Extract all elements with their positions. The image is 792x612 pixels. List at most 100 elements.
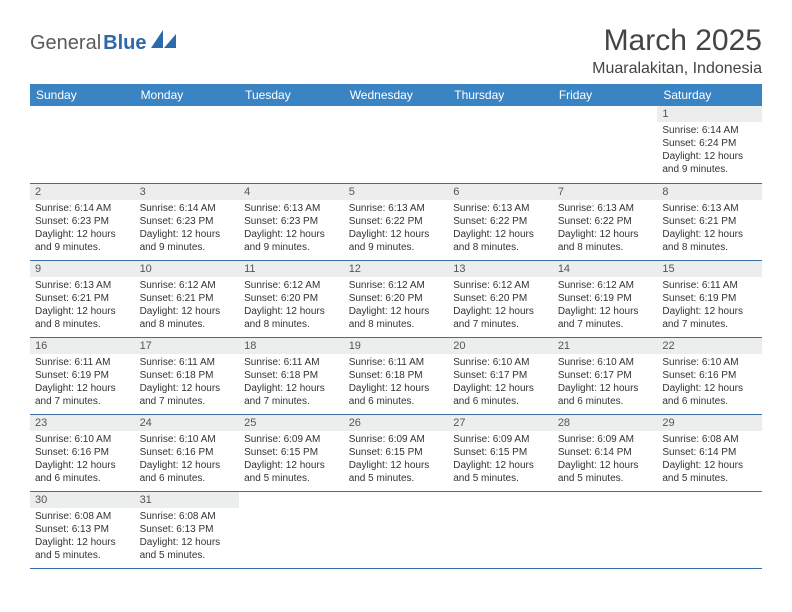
calendar-empty-cell: [553, 491, 658, 568]
day-details: Sunrise: 6:13 AMSunset: 6:21 PMDaylight:…: [30, 277, 135, 334]
calendar-day-cell: 6Sunrise: 6:13 AMSunset: 6:22 PMDaylight…: [448, 183, 553, 260]
day-number: 21: [553, 338, 658, 354]
day-details: Sunrise: 6:09 AMSunset: 6:14 PMDaylight:…: [553, 431, 658, 488]
day-details: Sunrise: 6:10 AMSunset: 6:16 PMDaylight:…: [135, 431, 240, 488]
day-number: 28: [553, 415, 658, 431]
day-number: 22: [657, 338, 762, 354]
day-details: Sunrise: 6:14 AMSunset: 6:23 PMDaylight:…: [30, 200, 135, 257]
calendar-day-cell: 13Sunrise: 6:12 AMSunset: 6:20 PMDayligh…: [448, 260, 553, 337]
day-number: 11: [239, 261, 344, 277]
calendar-week-row: 30Sunrise: 6:08 AMSunset: 6:13 PMDayligh…: [30, 491, 762, 568]
calendar-empty-cell: [135, 106, 240, 183]
day-number: 6: [448, 184, 553, 200]
day-details: Sunrise: 6:10 AMSunset: 6:17 PMDaylight:…: [448, 354, 553, 411]
calendar-empty-cell: [344, 491, 449, 568]
day-details: Sunrise: 6:10 AMSunset: 6:17 PMDaylight:…: [553, 354, 658, 411]
calendar-empty-cell: [553, 106, 658, 183]
calendar-empty-cell: [448, 106, 553, 183]
day-details: Sunrise: 6:08 AMSunset: 6:13 PMDaylight:…: [135, 508, 240, 565]
day-number: 19: [344, 338, 449, 354]
calendar-day-cell: 24Sunrise: 6:10 AMSunset: 6:16 PMDayligh…: [135, 414, 240, 491]
day-number: 8: [657, 184, 762, 200]
calendar-day-cell: 2Sunrise: 6:14 AMSunset: 6:23 PMDaylight…: [30, 183, 135, 260]
calendar-day-cell: 7Sunrise: 6:13 AMSunset: 6:22 PMDaylight…: [553, 183, 658, 260]
calendar-week-row: 16Sunrise: 6:11 AMSunset: 6:19 PMDayligh…: [30, 337, 762, 414]
day-number: 7: [553, 184, 658, 200]
day-details: Sunrise: 6:09 AMSunset: 6:15 PMDaylight:…: [448, 431, 553, 488]
calendar-day-cell: 12Sunrise: 6:12 AMSunset: 6:20 PMDayligh…: [344, 260, 449, 337]
calendar-header-row: SundayMondayTuesdayWednesdayThursdayFrid…: [30, 84, 762, 106]
calendar-day-cell: 23Sunrise: 6:10 AMSunset: 6:16 PMDayligh…: [30, 414, 135, 491]
sail-icon: [151, 30, 177, 48]
calendar-day-cell: 9Sunrise: 6:13 AMSunset: 6:21 PMDaylight…: [30, 260, 135, 337]
day-details: Sunrise: 6:11 AMSunset: 6:19 PMDaylight:…: [30, 354, 135, 411]
day-number: 15: [657, 261, 762, 277]
weekday-header: Tuesday: [239, 84, 344, 106]
brand-logo: GeneralBlue: [30, 30, 177, 56]
day-number: 26: [344, 415, 449, 431]
day-number: 14: [553, 261, 658, 277]
calendar-day-cell: 4Sunrise: 6:13 AMSunset: 6:23 PMDaylight…: [239, 183, 344, 260]
calendar-empty-cell: [657, 491, 762, 568]
calendar-day-cell: 31Sunrise: 6:08 AMSunset: 6:13 PMDayligh…: [135, 491, 240, 568]
calendar-day-cell: 17Sunrise: 6:11 AMSunset: 6:18 PMDayligh…: [135, 337, 240, 414]
day-details: Sunrise: 6:11 AMSunset: 6:18 PMDaylight:…: [344, 354, 449, 411]
day-number: 3: [135, 184, 240, 200]
day-details: Sunrise: 6:09 AMSunset: 6:15 PMDaylight:…: [344, 431, 449, 488]
day-number: 23: [30, 415, 135, 431]
day-details: Sunrise: 6:08 AMSunset: 6:14 PMDaylight:…: [657, 431, 762, 488]
calendar-empty-cell: [239, 106, 344, 183]
day-number: 12: [344, 261, 449, 277]
calendar-week-row: 9Sunrise: 6:13 AMSunset: 6:21 PMDaylight…: [30, 260, 762, 337]
weekday-header: Friday: [553, 84, 658, 106]
calendar-day-cell: 26Sunrise: 6:09 AMSunset: 6:15 PMDayligh…: [344, 414, 449, 491]
day-details: Sunrise: 6:11 AMSunset: 6:18 PMDaylight:…: [239, 354, 344, 411]
page-title: March 2025: [592, 24, 762, 58]
calendar-day-cell: 10Sunrise: 6:12 AMSunset: 6:21 PMDayligh…: [135, 260, 240, 337]
day-details: Sunrise: 6:10 AMSunset: 6:16 PMDaylight:…: [657, 354, 762, 411]
weekday-header: Saturday: [657, 84, 762, 106]
calendar-day-cell: 14Sunrise: 6:12 AMSunset: 6:19 PMDayligh…: [553, 260, 658, 337]
day-details: Sunrise: 6:13 AMSunset: 6:22 PMDaylight:…: [344, 200, 449, 257]
day-details: Sunrise: 6:10 AMSunset: 6:16 PMDaylight:…: [30, 431, 135, 488]
calendar-day-cell: 1Sunrise: 6:14 AMSunset: 6:24 PMDaylight…: [657, 106, 762, 183]
calendar-day-cell: 11Sunrise: 6:12 AMSunset: 6:20 PMDayligh…: [239, 260, 344, 337]
brand-text-general: General: [30, 32, 101, 55]
day-number: 25: [239, 415, 344, 431]
day-number: 18: [239, 338, 344, 354]
calendar-day-cell: 22Sunrise: 6:10 AMSunset: 6:16 PMDayligh…: [657, 337, 762, 414]
day-details: Sunrise: 6:14 AMSunset: 6:24 PMDaylight:…: [657, 122, 762, 179]
weekday-header: Sunday: [30, 84, 135, 106]
day-number: 30: [30, 492, 135, 508]
day-details: Sunrise: 6:12 AMSunset: 6:20 PMDaylight:…: [344, 277, 449, 334]
weekday-header: Wednesday: [344, 84, 449, 106]
calendar-empty-cell: [239, 491, 344, 568]
location-text: Muaralakitan, Indonesia: [592, 60, 762, 78]
calendar-day-cell: 25Sunrise: 6:09 AMSunset: 6:15 PMDayligh…: [239, 414, 344, 491]
calendar-day-cell: 21Sunrise: 6:10 AMSunset: 6:17 PMDayligh…: [553, 337, 658, 414]
day-details: Sunrise: 6:13 AMSunset: 6:22 PMDaylight:…: [448, 200, 553, 257]
calendar-empty-cell: [30, 106, 135, 183]
calendar-day-cell: 16Sunrise: 6:11 AMSunset: 6:19 PMDayligh…: [30, 337, 135, 414]
day-details: Sunrise: 6:13 AMSunset: 6:23 PMDaylight:…: [239, 200, 344, 257]
calendar-day-cell: 8Sunrise: 6:13 AMSunset: 6:21 PMDaylight…: [657, 183, 762, 260]
calendar-day-cell: 30Sunrise: 6:08 AMSunset: 6:13 PMDayligh…: [30, 491, 135, 568]
day-number: 17: [135, 338, 240, 354]
day-number: 29: [657, 415, 762, 431]
calendar-day-cell: 18Sunrise: 6:11 AMSunset: 6:18 PMDayligh…: [239, 337, 344, 414]
day-number: 2: [30, 184, 135, 200]
day-number: 27: [448, 415, 553, 431]
calendar-day-cell: 15Sunrise: 6:11 AMSunset: 6:19 PMDayligh…: [657, 260, 762, 337]
day-details: Sunrise: 6:13 AMSunset: 6:22 PMDaylight:…: [553, 200, 658, 257]
page-header: GeneralBlue March 2025 Muaralakitan, Ind…: [30, 24, 762, 78]
day-number: 16: [30, 338, 135, 354]
calendar-day-cell: 28Sunrise: 6:09 AMSunset: 6:14 PMDayligh…: [553, 414, 658, 491]
day-details: Sunrise: 6:11 AMSunset: 6:18 PMDaylight:…: [135, 354, 240, 411]
calendar-day-cell: 27Sunrise: 6:09 AMSunset: 6:15 PMDayligh…: [448, 414, 553, 491]
day-number: 9: [30, 261, 135, 277]
calendar-week-row: 1Sunrise: 6:14 AMSunset: 6:24 PMDaylight…: [30, 106, 762, 183]
calendar-week-row: 23Sunrise: 6:10 AMSunset: 6:16 PMDayligh…: [30, 414, 762, 491]
weekday-header: Monday: [135, 84, 240, 106]
brand-text-blue: Blue: [103, 32, 146, 55]
day-number: 20: [448, 338, 553, 354]
